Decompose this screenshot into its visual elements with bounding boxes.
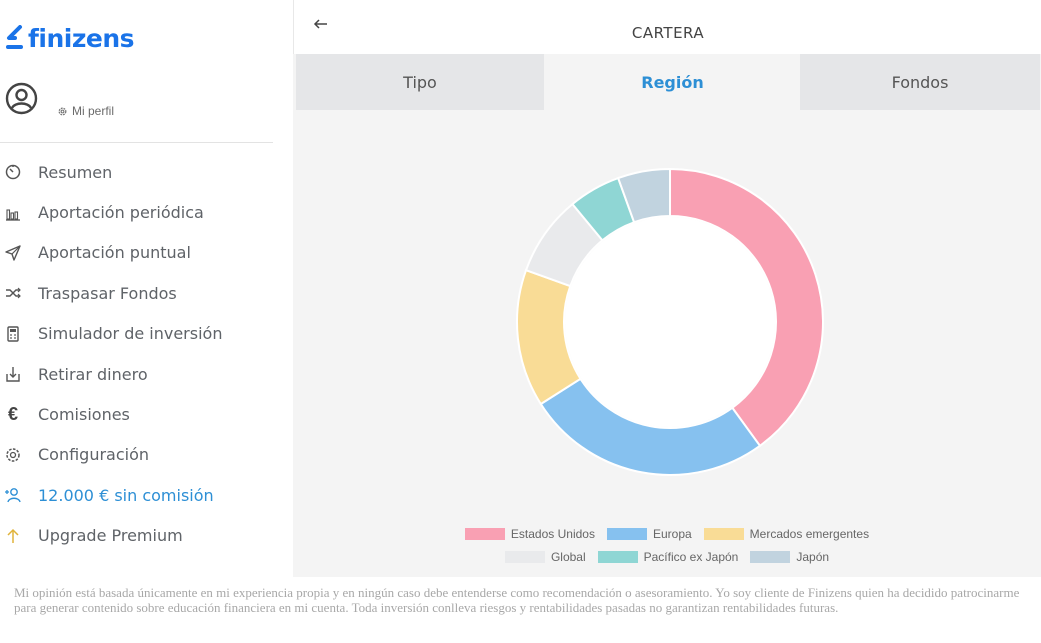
menu-item-retirar-dinero[interactable]: Retirar dinero bbox=[0, 354, 293, 394]
legend-item[interactable]: Europa bbox=[606, 526, 692, 541]
menu-label: Upgrade Premium bbox=[38, 526, 183, 546]
shuffle-icon bbox=[2, 282, 24, 304]
menu-item-traspasar-fondos[interactable]: Traspasar Fondos bbox=[0, 273, 293, 313]
brand-name: finizens bbox=[28, 23, 135, 53]
legend-item[interactable]: Pacífico ex Japón bbox=[597, 549, 739, 564]
sidebar: finizens Mi perfil Resumen Aportac bbox=[0, 0, 293, 577]
arrow-up-icon bbox=[2, 525, 24, 547]
menu-label: Configuración bbox=[38, 445, 150, 465]
menu-item-comisiones[interactable]: € Comisiones bbox=[0, 394, 293, 434]
finizens-logo-icon bbox=[6, 25, 23, 49]
legend-item[interactable]: Mercados emergentes bbox=[703, 526, 870, 541]
download-tray-icon bbox=[2, 363, 24, 385]
my-profile-link[interactable]: Mi perfil bbox=[57, 104, 114, 118]
menu-label: Retirar dinero bbox=[38, 364, 148, 384]
legend-item[interactable]: Japón bbox=[750, 550, 829, 564]
tab-fondos[interactable]: Fondos bbox=[800, 54, 1040, 110]
finizens-logo[interactable]: finizens bbox=[4, 22, 135, 54]
donut-slice-estados-unidos[interactable] bbox=[669, 167, 824, 448]
avatar-icon[interactable] bbox=[5, 82, 38, 115]
menu-item-upgrade-premium[interactable]: Upgrade Premium bbox=[0, 516, 293, 556]
tab-bar: Tipo Región Fondos bbox=[293, 54, 1041, 110]
legend-swatch bbox=[504, 550, 545, 563]
chart-legend: Estados Unidos Europa Mercados emergente… bbox=[293, 522, 1041, 568]
donut-slice-japón[interactable] bbox=[616, 167, 671, 224]
menu-label: Aportación puntual bbox=[38, 243, 191, 263]
legend-label: Pacífico ex Japón bbox=[643, 549, 739, 564]
menu-item-promo[interactable]: 12.000 € sin comisión bbox=[0, 475, 293, 515]
legend-item[interactable]: Estados Unidos bbox=[464, 526, 595, 541]
send-icon bbox=[2, 242, 24, 264]
legend-item[interactable]: Global bbox=[504, 549, 586, 564]
tab-region[interactable]: Región bbox=[549, 54, 796, 110]
menu-label: Comisiones bbox=[38, 405, 130, 425]
menu-item-aportacion-periodica[interactable]: Aportación periódica bbox=[0, 192, 293, 232]
menu-label: 12.000 € sin comisión bbox=[38, 485, 214, 505]
legend-swatch bbox=[464, 527, 505, 540]
timer-icon bbox=[2, 161, 24, 183]
legend-label: Estados Unidos bbox=[510, 526, 595, 541]
legend-label: Japón bbox=[796, 549, 830, 564]
legend-label: Europa bbox=[652, 526, 692, 541]
disclaimer-text: Mi opinión está basada únicamente en mi … bbox=[14, 585, 1020, 615]
legend-swatch bbox=[703, 527, 744, 540]
tab-tipo[interactable]: Tipo bbox=[296, 54, 544, 110]
main-panel: CARTERA Tipo Región Fondos Estados Unido… bbox=[293, 0, 1041, 577]
bar-chart-icon bbox=[2, 202, 24, 224]
menu-item-aportacion-puntual[interactable]: Aportación puntual bbox=[0, 233, 293, 273]
profile-section: Mi perfil bbox=[0, 80, 273, 143]
menu-label: Resumen bbox=[38, 162, 113, 182]
menu-item-resumen[interactable]: Resumen bbox=[0, 152, 293, 192]
menu-label: Traspasar Fondos bbox=[38, 283, 177, 303]
region-donut-chart bbox=[293, 110, 1041, 577]
back-arrow-icon[interactable] bbox=[311, 14, 331, 34]
my-profile-label: Mi perfil bbox=[72, 104, 115, 118]
main-menu: Resumen Aportación periódica Aportación … bbox=[0, 152, 293, 556]
menu-item-configuracion[interactable]: Configuración bbox=[0, 435, 293, 475]
gear-icon bbox=[2, 444, 24, 466]
add-user-icon bbox=[2, 484, 24, 506]
legend-swatch bbox=[597, 550, 638, 563]
legend-row: Global Pacífico ex Japón Japón bbox=[293, 545, 1041, 568]
donut-hole bbox=[565, 217, 775, 427]
legend-label: Mercados emergentes bbox=[749, 526, 870, 541]
page-title: CARTERA bbox=[631, 24, 705, 42]
euro-icon: € bbox=[7, 404, 18, 425]
legend-swatch bbox=[750, 550, 791, 563]
legend-label: Global bbox=[550, 549, 586, 564]
legend-row: Estados Unidos Europa Mercados emergente… bbox=[293, 522, 1041, 545]
menu-item-simulador[interactable]: Simulador de inversión bbox=[0, 314, 293, 354]
menu-label: Simulador de inversión bbox=[38, 324, 223, 344]
legend-swatch bbox=[606, 527, 647, 540]
top-bar: CARTERA bbox=[293, 0, 1041, 54]
gear-small-icon bbox=[58, 107, 67, 115]
calculator-icon bbox=[2, 323, 24, 345]
donut-svg bbox=[516, 167, 824, 476]
menu-label: Aportación periódica bbox=[38, 203, 204, 223]
